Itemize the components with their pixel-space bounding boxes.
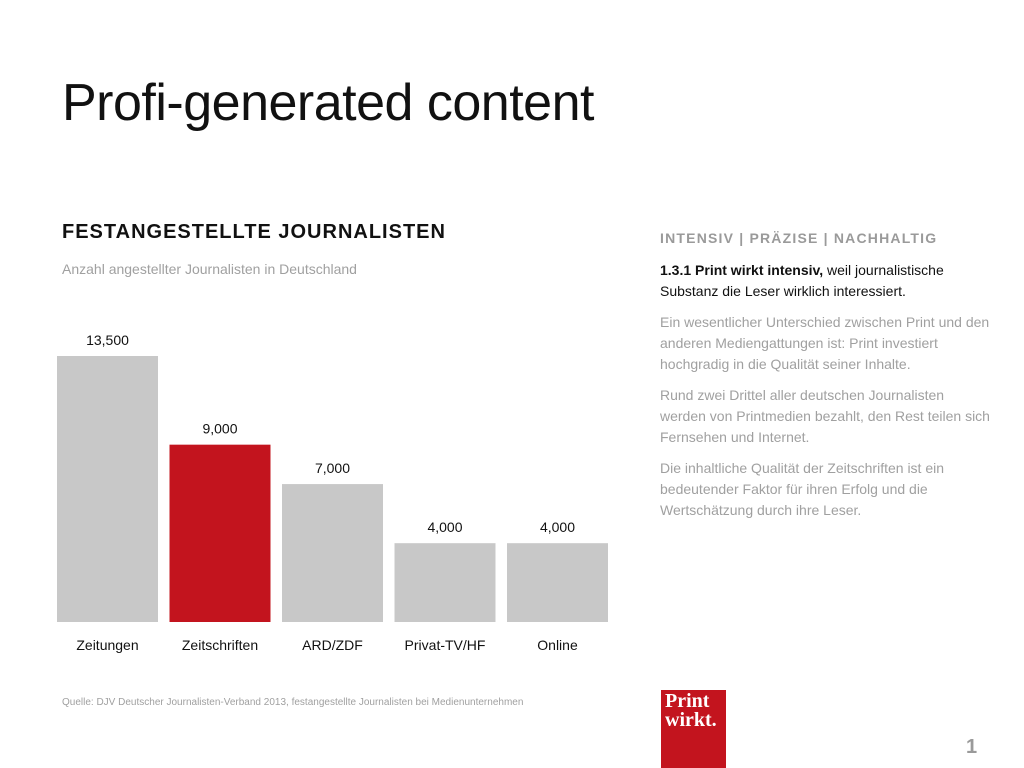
bar-zeitschriften: [169, 444, 271, 622]
category-label: Privat-TV/HF: [405, 637, 486, 653]
lead-rest: weil journalistische Substanz die Leser …: [660, 262, 944, 299]
logo-line-1: Print: [665, 690, 710, 712]
side-panel: INTENSIV | PRÄZISE | NACHHALTIG 1.3.1 Pr…: [660, 230, 990, 531]
value-label: 4,000: [540, 519, 575, 535]
bar-privat-tv-hf: [394, 543, 496, 622]
value-label: 4,000: [427, 519, 462, 535]
paragraph-2: Rund zwei Drittel aller deutschen Journa…: [660, 387, 990, 445]
page-number: 1: [966, 736, 978, 758]
lead-bold: 1.3.1 Print wirkt intensiv,: [660, 262, 824, 278]
lead-text: 1.3.1 Print wirkt intensiv, weil journal…: [660, 260, 990, 302]
value-label: 13,500: [86, 332, 129, 348]
print-wirkt-logo: Print wirkt.: [661, 690, 726, 768]
slide-title: Profi-generated content: [62, 74, 594, 132]
chart-subtitle: Anzahl angestellter Journalisten in Deut…: [62, 261, 357, 277]
source-note: Quelle: DJV Deutscher Journalisten-Verba…: [62, 697, 524, 708]
logo-line-2: wirkt.: [665, 709, 717, 731]
bar-ard-zdf: [282, 484, 383, 622]
category-label: Zeitschriften: [182, 637, 258, 653]
category-label: Online: [537, 637, 578, 653]
paragraph-3: Die inhaltliche Qualität der Zeitschrift…: [660, 460, 945, 518]
bar-chart: 13,500 Zeitungen 9,000 Zeitschriften 7,000 AR…: [57, 332, 608, 653]
chart-heading: FESTANGESTELLTE JOURNALISTEN: [62, 221, 446, 243]
category-label: Zeitungen: [76, 637, 138, 653]
bar-online: [507, 543, 608, 622]
category-label: ARD/ZDF: [302, 637, 363, 653]
value-label: 7,000: [315, 460, 350, 476]
tagline: INTENSIV | PRÄZISE | NACHHALTIG: [660, 230, 938, 246]
bar-zeitungen: [57, 356, 158, 622]
paragraph-1: Ein wesentlicher Unterschied zwischen Pr…: [660, 314, 990, 372]
value-label: 9,000: [202, 421, 237, 437]
